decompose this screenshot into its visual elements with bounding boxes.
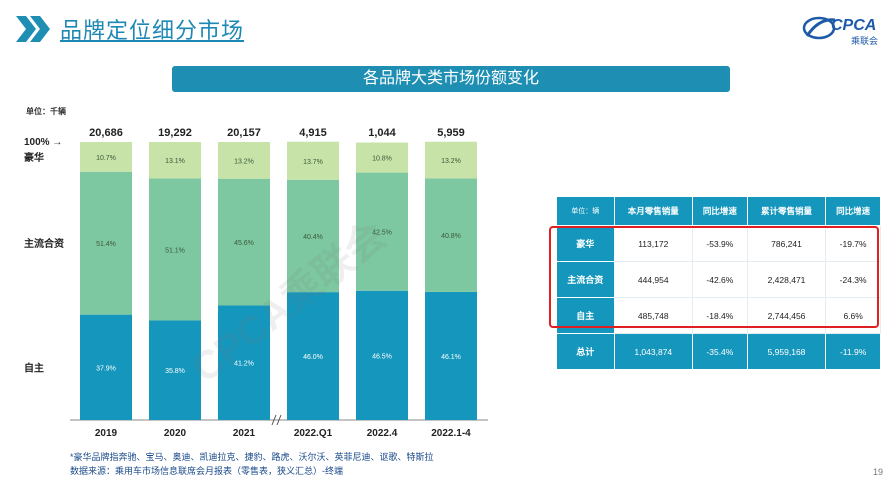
header-cumulative-retail: 累计零售销量	[746, 196, 827, 226]
table-cell: -53.9%	[692, 225, 748, 262]
total-label: 19,292	[158, 127, 192, 139]
total-label: 20,157	[227, 127, 261, 139]
bar-domestic	[287, 292, 339, 420]
bar-mainstream	[149, 178, 201, 321]
highlight-box	[549, 226, 879, 328]
bar-mainstream	[287, 179, 339, 293]
data-label: 10.7%	[96, 155, 116, 162]
data-label: 35.8%	[165, 368, 185, 375]
data-label: 41.2%	[234, 361, 254, 368]
bar-luxury	[218, 142, 270, 179]
table-total-row: 总计 1,043,874 -35.4% 5,959,168 -11.9%	[556, 333, 881, 370]
table-cell: 113,172	[613, 225, 694, 262]
table-cell: -11.9%	[825, 333, 881, 370]
bar-luxury	[425, 141, 477, 179]
table-unit: 单位：辆	[556, 196, 615, 226]
total-label: 20,686	[89, 127, 123, 139]
bar-luxury	[149, 142, 201, 179]
series-label: 豪华	[24, 151, 44, 164]
data-label: 42.5%	[372, 230, 392, 237]
bar-mainstream	[425, 178, 477, 292]
total-label: 总计	[556, 333, 615, 370]
axis-break-mark	[271, 414, 277, 426]
cpca-logo: CPCA 乘联会	[802, 16, 878, 47]
data-label: 13.7%	[303, 159, 323, 166]
table-row: 主流合资 444,954 -42.6% 2,428,471 -24.3%	[556, 261, 881, 298]
header-monthly-retail: 本月零售销量	[613, 196, 694, 226]
x-tick-label: 2022.4	[367, 428, 398, 439]
page-header: 品牌定位细分市场	[14, 12, 244, 46]
data-label: 46.1%	[441, 354, 461, 361]
bar-domestic	[425, 291, 477, 420]
logo-text: CPCA	[831, 17, 876, 34]
data-label: 51.4%	[96, 241, 116, 248]
data-label: 51.1%	[165, 247, 185, 254]
data-label: 13.2%	[441, 158, 461, 165]
note-luxury-brands: *豪华品牌指奔驰、宝马、奥迪、凯迪拉克、捷豹、路虎、沃尔沃、英菲尼迪、讴歌、特斯…	[70, 452, 434, 462]
logo-subtext: 乘联会	[851, 35, 878, 47]
table-cell: 1,043,874	[613, 333, 694, 370]
table-cell: 444,954	[613, 261, 694, 298]
unit-label: 单位：千辆	[26, 107, 66, 116]
data-label: 45.6%	[234, 240, 254, 247]
table-cell: -42.6%	[692, 261, 748, 298]
header-monthly-yoy: 同比增速	[692, 196, 748, 226]
header-cumulative-yoy: 同比增速	[825, 196, 881, 226]
data-label: 13.1%	[165, 158, 185, 165]
double-chevron-icon	[16, 16, 50, 42]
table-cell: 2,428,471	[746, 261, 827, 298]
stacked-bar-chart: 37.9% 51.4% 10.7% 20,686 2019 35.8% 51.1% 13.1%…	[24, 127, 488, 439]
bar-luxury	[356, 142, 408, 173]
row-label: 豪华	[556, 225, 615, 262]
x-tick-label: 2020	[164, 428, 187, 439]
sales-table: 单位：辆 本月零售销量 同比增速 累计零售销量 同比增速 豪华 113,172 …	[556, 196, 881, 370]
x-tick-label: 2022.1-4	[431, 428, 471, 439]
table-cell: -19.7%	[825, 225, 881, 262]
table-cell: -24.3%	[825, 261, 881, 298]
bar-luxury	[287, 141, 339, 180]
chart-title-banner: 各品牌大类市场份额变化	[172, 66, 730, 92]
bar-mainstream	[218, 178, 270, 306]
bar-domestic	[149, 320, 201, 420]
page-number: 19	[872, 467, 883, 477]
bar-domestic	[80, 314, 132, 420]
x-tick-label: 2022.Q1	[294, 428, 333, 439]
table-header-row: 单位：辆 本月零售销量 同比增速 累计零售销量 同比增速	[556, 196, 881, 226]
total-label: 4,915	[299, 127, 327, 139]
series-label: 主流合资	[24, 237, 64, 250]
series-label: 自主	[24, 361, 44, 374]
x-tick-label: 2019	[95, 428, 118, 439]
bar-mainstream	[80, 171, 132, 315]
data-label: 40.4%	[303, 234, 323, 241]
axis-break-mark	[276, 414, 282, 426]
bar-mainstream	[356, 172, 408, 291]
table-cell: 5,959,168	[746, 333, 827, 370]
total-label: 1,044	[368, 127, 396, 139]
row-label: 主流合资	[556, 261, 615, 298]
data-label: 40.8%	[441, 233, 461, 240]
data-label: 46.5%	[372, 353, 392, 360]
table-cell: -35.4%	[692, 333, 748, 370]
bar-domestic	[356, 290, 408, 420]
table-row: 豪华 113,172 -53.9% 786,241 -19.7%	[556, 225, 881, 262]
x-tick-label: 2021	[233, 428, 256, 439]
data-label: 37.9%	[96, 365, 116, 372]
note-data-source: 数据来源：乘用车市场信息联席会月报表（零售表，狭义汇总）-终端	[70, 466, 343, 476]
total-label: 5,959	[437, 127, 465, 139]
y-marker-100: 100% →	[24, 137, 62, 148]
data-label: 13.2%	[234, 158, 254, 165]
data-label: 10.8%	[372, 156, 392, 163]
chart-notes: *豪华品牌指奔驰、宝马、奥迪、凯迪拉克、捷豹、路虎、沃尔沃、英菲尼迪、讴歌、特斯…	[70, 450, 434, 478]
bar-luxury	[80, 142, 132, 172]
page-title: 品牌定位细分市场	[60, 18, 245, 43]
bar-domestic	[218, 305, 270, 420]
data-label: 46.0%	[303, 354, 323, 361]
